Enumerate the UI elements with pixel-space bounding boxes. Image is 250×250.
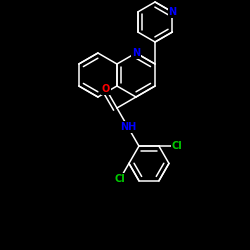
Text: N: N — [132, 48, 140, 58]
Text: NH: NH — [120, 122, 136, 132]
Text: O: O — [102, 84, 110, 94]
Text: N: N — [168, 7, 176, 17]
Text: Cl: Cl — [114, 174, 125, 184]
Text: Cl: Cl — [172, 141, 182, 151]
